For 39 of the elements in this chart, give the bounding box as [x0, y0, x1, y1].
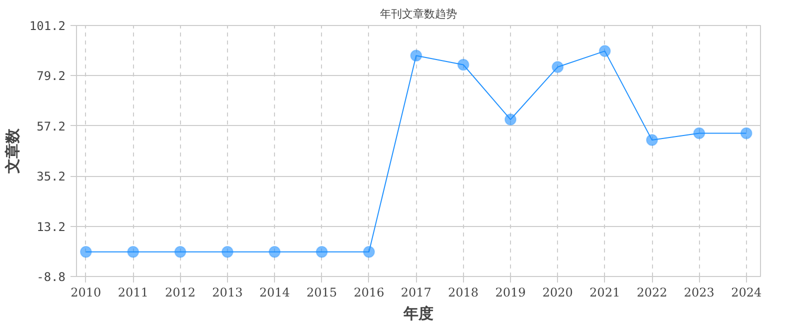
- point: [410, 50, 422, 62]
- point: [598, 45, 611, 58]
- y-tick-label: 13.2: [36, 220, 66, 234]
- x-tick-label: 2024: [731, 286, 762, 300]
- point: [552, 61, 564, 74]
- point: [740, 127, 752, 140]
- x-tick-label: 2021: [590, 286, 620, 300]
- x-tick-label: 2014: [259, 286, 290, 300]
- point: [362, 246, 375, 258]
- y-tick-label: 57.2: [36, 119, 66, 134]
- x-tick-label: 2023: [684, 286, 714, 300]
- point: [646, 134, 658, 146]
- point: [174, 246, 186, 258]
- x-tick-label: 2018: [448, 286, 479, 300]
- x-axis-title: 年度: [402, 304, 434, 322]
- point: [221, 246, 234, 258]
- point: [504, 114, 516, 126]
- point: [457, 58, 470, 71]
- y-tick-label: 101.2: [29, 19, 66, 33]
- x-tick-label: 2016: [354, 286, 384, 300]
- x-tick-label: 2019: [495, 286, 526, 300]
- point: [127, 246, 140, 258]
- point: [80, 246, 92, 258]
- y-tick-label: 79.2: [36, 69, 66, 84]
- point: [693, 127, 706, 140]
- y-axis-title: 文章数: [3, 128, 22, 174]
- x-tick-label: 2020: [542, 286, 573, 300]
- point: [316, 246, 328, 258]
- x-tick-label: 2015: [306, 286, 338, 300]
- x-tick-label: 2010: [70, 286, 102, 300]
- point: [268, 246, 281, 258]
- x-tick-label: 2013: [212, 286, 243, 300]
- x-tick-label: 2011: [118, 286, 148, 300]
- chart-title: 年刊文章数趋势: [380, 8, 457, 20]
- x-tick-label: 2017: [400, 286, 432, 300]
- x-tick-label: 2022: [636, 286, 668, 300]
- x-tick-label: 2012: [165, 286, 196, 300]
- y-tick-label: 35.2: [36, 170, 66, 184]
- y-tick-label: -8.8: [36, 270, 66, 284]
